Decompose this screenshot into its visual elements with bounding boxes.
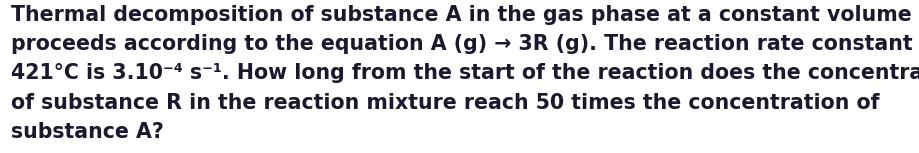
Text: proceeds according to the equation A (g) → 3R (g). The reaction rate constant at: proceeds according to the equation A (g)…: [11, 34, 919, 54]
Text: substance A?: substance A?: [11, 122, 164, 142]
Text: 421°C is 3.10⁻⁴ s⁻¹. How long from the start of the reaction does the concentrat: 421°C is 3.10⁻⁴ s⁻¹. How long from the s…: [11, 63, 919, 83]
Text: Thermal decomposition of substance A in the gas phase at a constant volume: Thermal decomposition of substance A in …: [11, 5, 912, 25]
Text: of substance R in the reaction mixture reach 50 times the concentration of: of substance R in the reaction mixture r…: [11, 93, 879, 113]
